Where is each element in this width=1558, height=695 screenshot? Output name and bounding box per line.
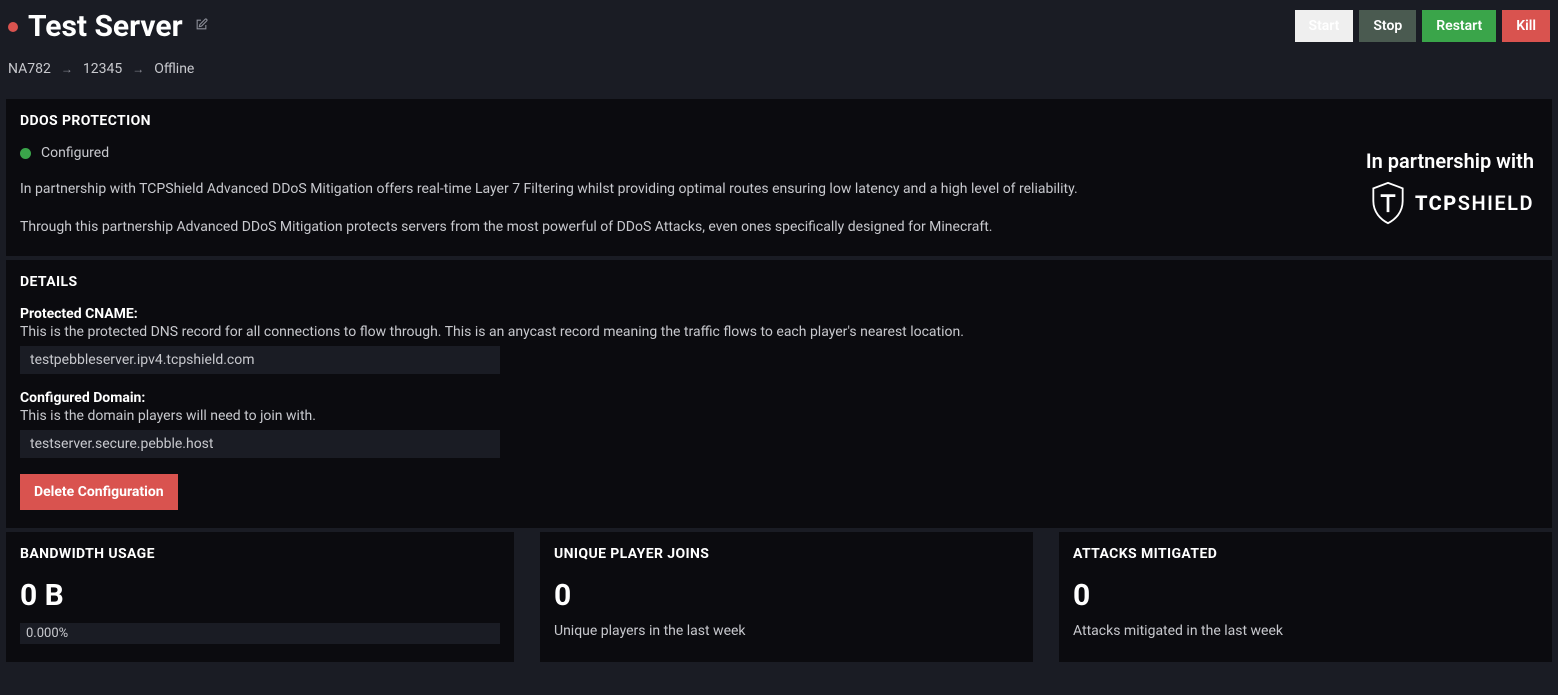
bandwidth-value: 0 B [20, 578, 500, 613]
server-action-buttons: Start Stop Restart Kill [1295, 10, 1550, 42]
arrow-right-icon: → [61, 62, 73, 76]
attacks-sub: Attacks mitigated in the last week [1073, 623, 1538, 639]
unique-joins-value: 0 [554, 578, 1019, 613]
bandwidth-title: BANDWIDTH USAGE [20, 546, 500, 562]
restart-button[interactable]: Restart [1422, 10, 1496, 42]
protected-cname-value[interactable]: testpebbleserver.ipv4.tcpshield.com [20, 346, 500, 374]
delete-configuration-button[interactable]: Delete Configuration [20, 474, 178, 510]
attacks-title: ATTACKS MITIGATED [1073, 546, 1538, 562]
breadcrumb-node[interactable]: NA782 [8, 61, 51, 77]
tcpshield-logo: TCPSHIELD [1366, 181, 1534, 225]
unique-joins-sub: Unique players in the last week [554, 623, 1019, 639]
ddos-panel-title: DDOS PROTECTION [20, 113, 1538, 129]
partnership-label: In partnership with [1366, 149, 1534, 173]
breadcrumb-id[interactable]: 12345 [83, 61, 122, 77]
bandwidth-percent-label: 0.000% [26, 626, 68, 641]
ddos-status-row: Configured [20, 145, 1342, 161]
ddos-paragraph-1: In partnership with TCPShield Advanced D… [20, 179, 1342, 199]
configured-domain-desc: This is the domain players will need to … [20, 408, 1538, 424]
configured-domain-label: Configured Domain: [20, 390, 1538, 406]
attacks-value: 0 [1073, 578, 1538, 613]
arrow-right-icon: → [132, 62, 144, 76]
details-panel: DETAILS Protected CNAME: This is the pro… [6, 260, 1552, 528]
page-title: Test Server [28, 10, 183, 43]
server-status-dot-icon [8, 22, 18, 32]
start-button[interactable]: Start [1295, 10, 1354, 42]
details-panel-title: DETAILS [20, 274, 1538, 290]
unique-joins-title: UNIQUE PLAYER JOINS [554, 546, 1019, 562]
edit-icon[interactable] [195, 18, 208, 35]
header-section: Test Server Start Stop Restart Kill NA78… [0, 0, 1558, 95]
status-dot-green-icon [20, 148, 31, 159]
ddos-paragraph-2: Through this partnership Advanced DDoS M… [20, 217, 1342, 237]
kill-button[interactable]: Kill [1502, 10, 1550, 42]
shield-icon [1369, 181, 1407, 225]
protected-cname-desc: This is the protected DNS record for all… [20, 324, 1538, 340]
stop-button[interactable]: Stop [1359, 10, 1416, 42]
partnership-block: In partnership with TCPSHIELD [1366, 145, 1538, 225]
bandwidth-usage-panel: BANDWIDTH USAGE 0 B 0.000% [6, 532, 514, 662]
breadcrumb: NA782 → 12345 → Offline [8, 61, 1550, 77]
protected-cname-label: Protected CNAME: [20, 306, 1538, 322]
unique-player-joins-panel: UNIQUE PLAYER JOINS 0 Unique players in … [540, 532, 1033, 662]
tcpshield-logo-text: TCPSHIELD [1415, 191, 1534, 215]
configured-domain-value[interactable]: testserver.secure.pebble.host [20, 430, 500, 458]
ddos-protection-panel: DDOS PROTECTION Configured In partnershi… [6, 99, 1552, 256]
ddos-status-label: Configured [41, 145, 109, 161]
breadcrumb-status: Offline [154, 61, 194, 77]
attacks-mitigated-panel: ATTACKS MITIGATED 0 Attacks mitigated in… [1059, 532, 1552, 662]
configured-domain-group: Configured Domain: This is the domain pl… [20, 390, 1538, 458]
stats-row: BANDWIDTH USAGE 0 B 0.000% UNIQUE PLAYER… [6, 532, 1552, 662]
title-wrap: Test Server [8, 10, 208, 43]
protected-cname-group: Protected CNAME: This is the protected D… [20, 306, 1538, 374]
bandwidth-progress-bar: 0.000% [20, 623, 500, 644]
